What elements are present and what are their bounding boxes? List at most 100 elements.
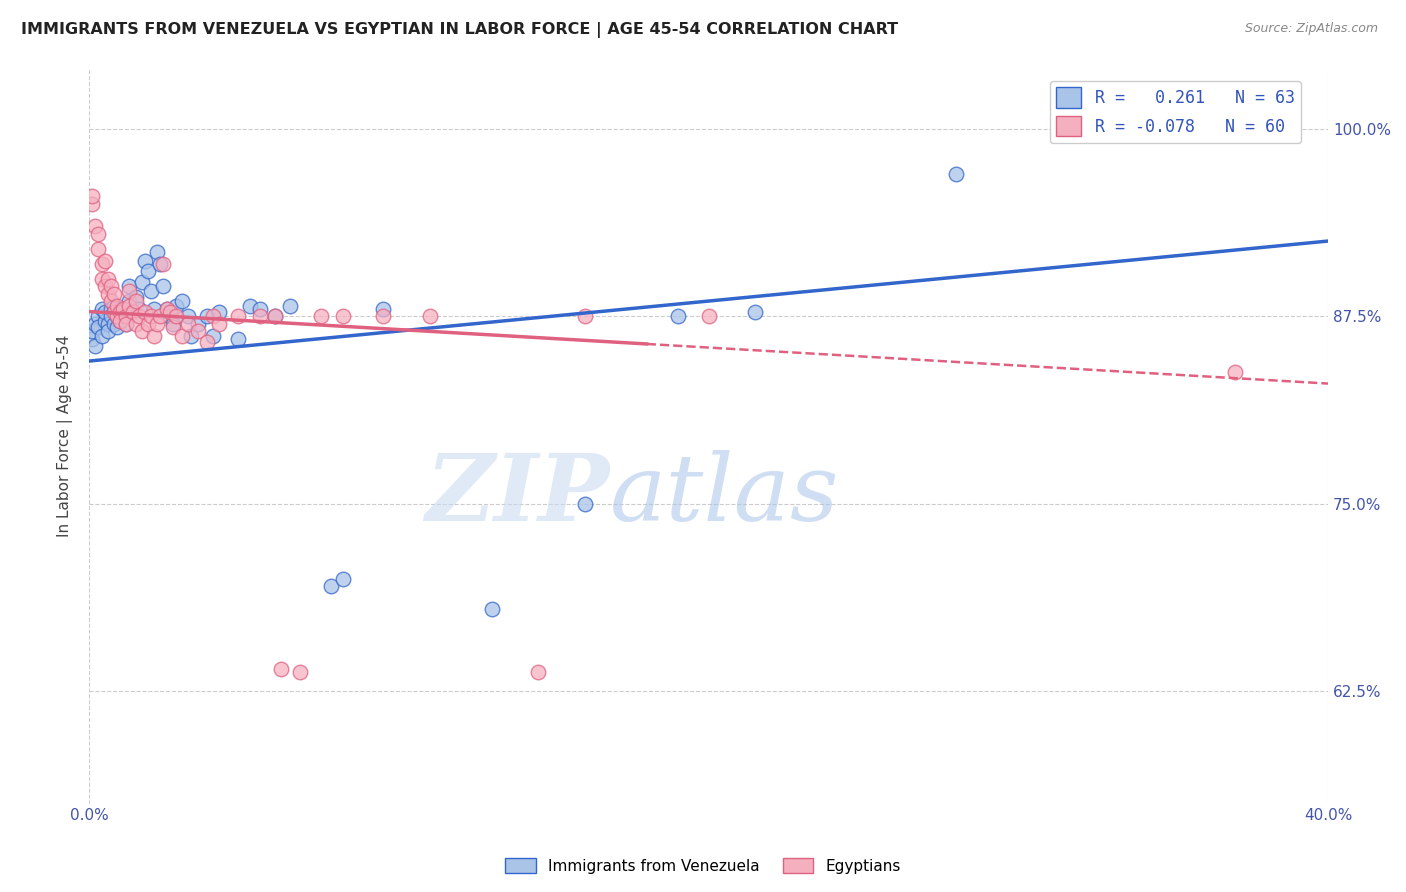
Point [115,317,138,331]
Point [239,299,262,313]
Point [82,332,104,346]
Point [115,309,138,323]
Point [100,301,122,316]
Point [115,317,138,331]
Point [288,665,311,679]
Point [93,313,115,327]
Point [124,289,146,303]
Point [319,579,342,593]
Point [118,279,141,293]
Point [1161,124,1184,138]
Point [103,286,125,301]
Legend: R =   0.261   N = 63, R = -0.078   N = 60: R = 0.261 N = 63, R = -0.078 N = 60 [1049,80,1301,143]
Point [481,601,503,615]
Point [97,324,120,338]
Point [419,309,441,323]
Point [108,301,131,316]
Point [264,309,287,323]
Point [105,319,128,334]
Point [105,309,128,323]
Point [90,256,112,270]
Point [149,256,172,270]
Point [124,317,146,331]
Point [202,309,225,323]
Point [93,304,115,318]
Point [100,294,122,309]
Point [131,324,153,338]
Point [146,244,169,259]
Text: atlas: atlas [610,450,839,540]
Point [208,304,231,318]
Point [146,317,169,331]
Point [165,299,187,313]
Point [134,304,156,318]
Point [97,286,120,301]
Point [136,317,159,331]
Point [666,309,689,323]
Point [128,309,150,323]
Point [162,319,184,334]
Point [108,313,131,327]
Point [574,497,596,511]
Point [249,301,271,316]
Point [105,299,128,313]
Point [121,304,143,318]
Point [143,328,166,343]
Point [143,301,166,316]
Text: Source: ZipAtlas.com: Source: ZipAtlas.com [1244,22,1378,36]
Point [311,309,333,323]
Point [82,196,104,211]
Point [187,324,209,338]
Point [226,309,249,323]
Point [177,317,200,331]
Point [136,264,159,278]
Point [180,328,202,343]
Point [249,309,271,323]
Point [100,279,122,293]
Point [697,309,720,323]
Point [124,294,146,309]
Text: IMMIGRANTS FROM VENEZUELA VS EGYPTIAN IN LABOR FORCE | AGE 45-54 CORRELATION CHA: IMMIGRANTS FROM VENEZUELA VS EGYPTIAN IN… [21,22,898,38]
Point [108,313,131,327]
Point [159,304,181,318]
Point [112,301,135,316]
Point [152,279,174,293]
Point [90,301,112,316]
Text: ZIP: ZIP [425,450,610,540]
Point [744,304,766,318]
Point [87,319,110,334]
Point [84,339,107,353]
Point [264,309,287,323]
Point [332,309,354,323]
Point [170,294,193,309]
Point [93,279,115,293]
Point [945,167,967,181]
Point [108,304,131,318]
Point [195,334,218,349]
Point [155,301,177,316]
Point [139,284,162,298]
Point [165,309,187,323]
Point [128,301,150,316]
Point [373,309,395,323]
Point [208,317,231,331]
Point [373,301,395,316]
Point [97,271,120,285]
Point [87,309,110,323]
Point [118,299,141,313]
Point [103,299,125,313]
Point [84,219,107,233]
Point [90,328,112,343]
Point [93,253,115,268]
Point [159,309,181,323]
Point [177,309,200,323]
Point [1225,365,1247,379]
Point [187,317,209,331]
Point [134,253,156,268]
Point [97,317,120,331]
Point [112,304,135,318]
Point [270,662,292,676]
Point [149,309,172,323]
Point [103,317,125,331]
Point [100,309,122,323]
